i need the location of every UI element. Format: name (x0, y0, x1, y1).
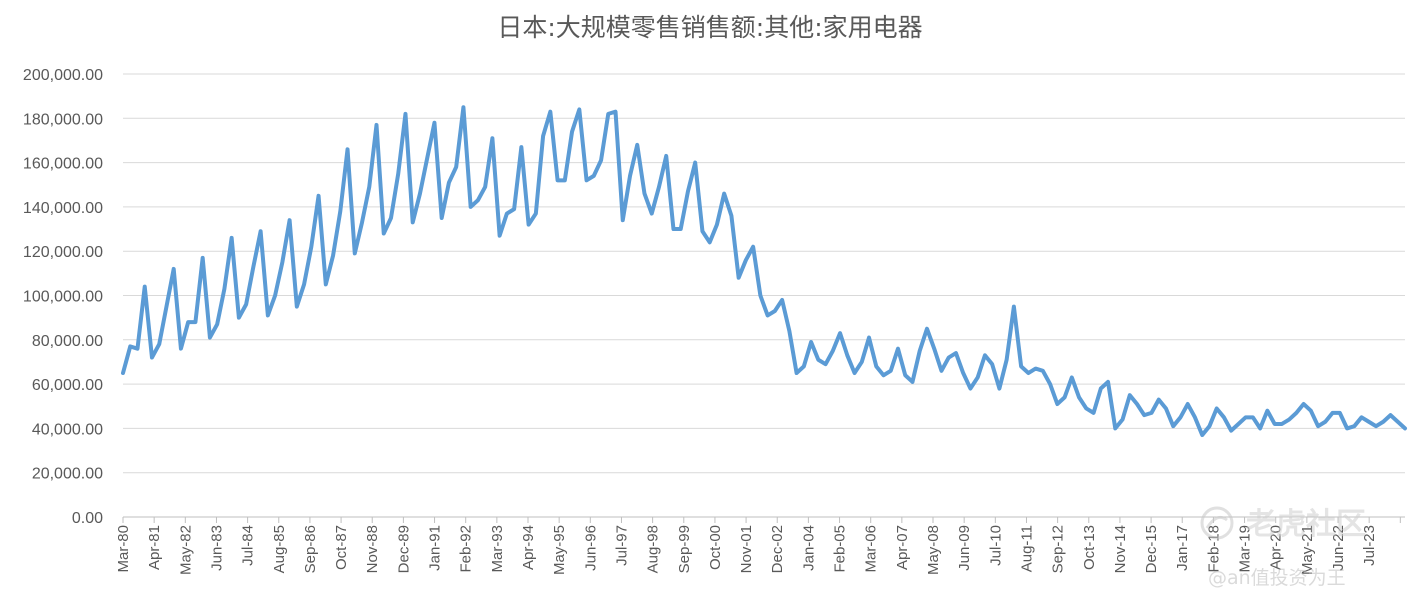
x-tick-label: Jan-17 (1174, 525, 1191, 571)
x-tick-label: Jan-91 (427, 525, 444, 571)
x-tick-label: Feb-92 (458, 525, 475, 573)
x-tick-label: Jul-10 (987, 525, 1004, 566)
x-tick-label: Aug-11 (1019, 525, 1036, 572)
series-line (121, 105, 1407, 438)
gridlines (123, 73, 1405, 474)
y-tick-label: 180,000.00 (23, 111, 103, 128)
x-tick-label: Dec-89 (395, 525, 412, 573)
x-tick-label: Jan-04 (800, 525, 817, 571)
x-tick-label: Nov-88 (364, 525, 381, 573)
x-tick-label: Oct-00 (707, 525, 724, 570)
x-tick-label: Jun-96 (582, 525, 599, 571)
x-tick-label: Mar-06 (863, 525, 880, 573)
x-tick-label: Sep-12 (1050, 525, 1067, 573)
x-tick-label: Mar-19 (1237, 525, 1254, 573)
x-tick-label: Jul-23 (1361, 525, 1378, 566)
x-tick-label: May-21 (1299, 525, 1316, 575)
x-tick-label: Oct-87 (333, 525, 350, 570)
x-tick-label: Jun-22 (1330, 525, 1347, 571)
x-tick-label: Aug-85 (271, 525, 288, 573)
x-tick-label: Apr-20 (1268, 525, 1285, 570)
x-tick-label: Aug-98 (645, 525, 662, 573)
y-tick-label: 100,000.00 (23, 289, 103, 306)
y-tick-label: 160,000.00 (23, 156, 103, 173)
x-tick-label: May-82 (177, 525, 194, 575)
y-tick-label: 140,000.00 (23, 200, 103, 217)
x-tick-label: Feb-18 (1205, 525, 1222, 573)
x-tick-label: Jul-84 (240, 525, 257, 566)
y-tick-label: 40,000.00 (32, 421, 103, 438)
x-tick-label: Sep-86 (302, 525, 319, 573)
x-tick-label: Dec-15 (1143, 525, 1160, 573)
x-axis: Mar-80 Apr-81 May-82 Jun-83 Jul-84 Aug-85 Sep-… (115, 516, 1405, 575)
y-tick-label: 0.00 (72, 510, 103, 527)
x-tick-label: Apr-94 (520, 525, 537, 570)
watermark-brand: 老虎社区 (1246, 507, 1366, 542)
watermark-handle: @an值投资为王 (1208, 567, 1346, 589)
watermark: 老虎社区 @an值投资为王 (1200, 506, 1366, 589)
x-tick-label: Mar-93 (489, 525, 506, 573)
x-tick-label: Nov-14 (1112, 525, 1129, 573)
x-tick-label: Sep-99 (676, 525, 693, 573)
x-tick-label: Dec-02 (769, 525, 786, 573)
watermark-logo-icon (1200, 506, 1234, 540)
series-layer (121, 105, 1407, 438)
x-tick-label: May-95 (551, 525, 568, 575)
x-tick-label: Nov-01 (738, 525, 755, 573)
x-tick-label: Jul-97 (614, 525, 631, 566)
x-tick-label: Apr-81 (146, 525, 163, 570)
chart-title: 日本:大规模零售销售额:其他:家用电器 (497, 13, 923, 42)
y-tick-label: 200,000.00 (23, 67, 103, 84)
x-tick-label: Feb-05 (832, 525, 849, 573)
y-tick-label: 60,000.00 (32, 377, 103, 394)
x-tick-label: May-08 (925, 525, 942, 575)
watermark-logo-stroke (1205, 515, 1228, 529)
y-tick-label: 20,000.00 (32, 466, 103, 483)
y-axis-ticks: 0.00 20,000.00 40,000.00 60,000.00 80,000.00… (23, 67, 103, 527)
y-tick-label: 80,000.00 (32, 333, 103, 350)
x-tick-label: Mar-80 (115, 525, 132, 573)
y-tick-label: 120,000.00 (23, 244, 103, 261)
x-tick-label: Jun-83 (209, 525, 226, 571)
x-tick-label: Jun-09 (956, 525, 973, 571)
x-tick-label: Oct-13 (1081, 525, 1098, 570)
x-tick-label: Apr-07 (894, 525, 911, 570)
